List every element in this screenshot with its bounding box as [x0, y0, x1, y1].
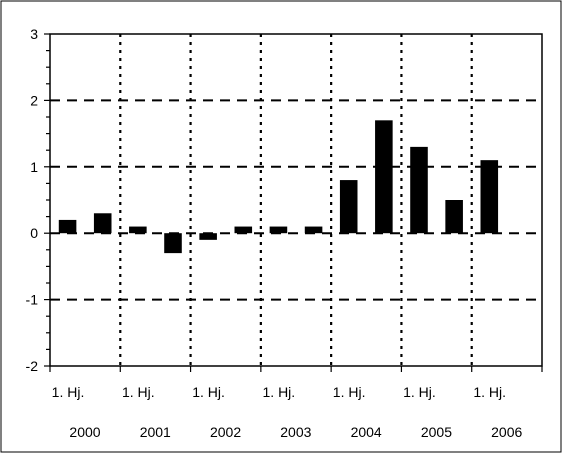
bar [234, 226, 253, 234]
x-year-label: 2003 [280, 424, 311, 440]
y-tick-label: 2 [30, 92, 38, 108]
x-year-label: 2000 [69, 424, 100, 440]
x-axis-labels: 1. Hj. 2000 1. Hj. 2001 1. Hj. 2002 1. Hj. 2003… [49, 366, 543, 440]
bar [58, 219, 77, 234]
bar [375, 120, 393, 234]
x-half-label: 1. Hj. [192, 384, 225, 400]
bar [93, 213, 112, 234]
x-half-label: 1. Hj. [52, 384, 85, 400]
y-tick-label: 3 [30, 26, 38, 42]
y-tick-label: 0 [30, 225, 38, 241]
x-half-label: 1. Hj. [263, 384, 296, 400]
y-tick-label: 1 [30, 159, 38, 175]
bar [445, 200, 463, 234]
x-year-label: 2001 [140, 424, 171, 440]
bar [129, 226, 147, 234]
x-half-label: 1. Hj. [473, 384, 506, 400]
bar [304, 226, 323, 234]
bar [269, 226, 288, 234]
bar [410, 146, 428, 234]
bar [339, 180, 358, 234]
bar [480, 160, 499, 234]
x-half-label: 1. Hj. [403, 384, 436, 400]
bar [199, 233, 217, 240]
x-half-label: 1. Hj. [333, 384, 366, 400]
bar [164, 233, 182, 254]
x-year-label: 2004 [351, 424, 382, 440]
y-tick-label: -1 [26, 292, 39, 308]
x-year-label: 2002 [210, 424, 241, 440]
x-year-label: 2005 [421, 424, 452, 440]
x-year-label: 2006 [491, 424, 522, 440]
y-tick-label: -2 [26, 358, 39, 374]
bars [58, 120, 499, 254]
x-half-label: 1. Hj. [122, 384, 155, 400]
y-axis-ticks: 3 2 1 0 -1 -2 [26, 26, 50, 374]
